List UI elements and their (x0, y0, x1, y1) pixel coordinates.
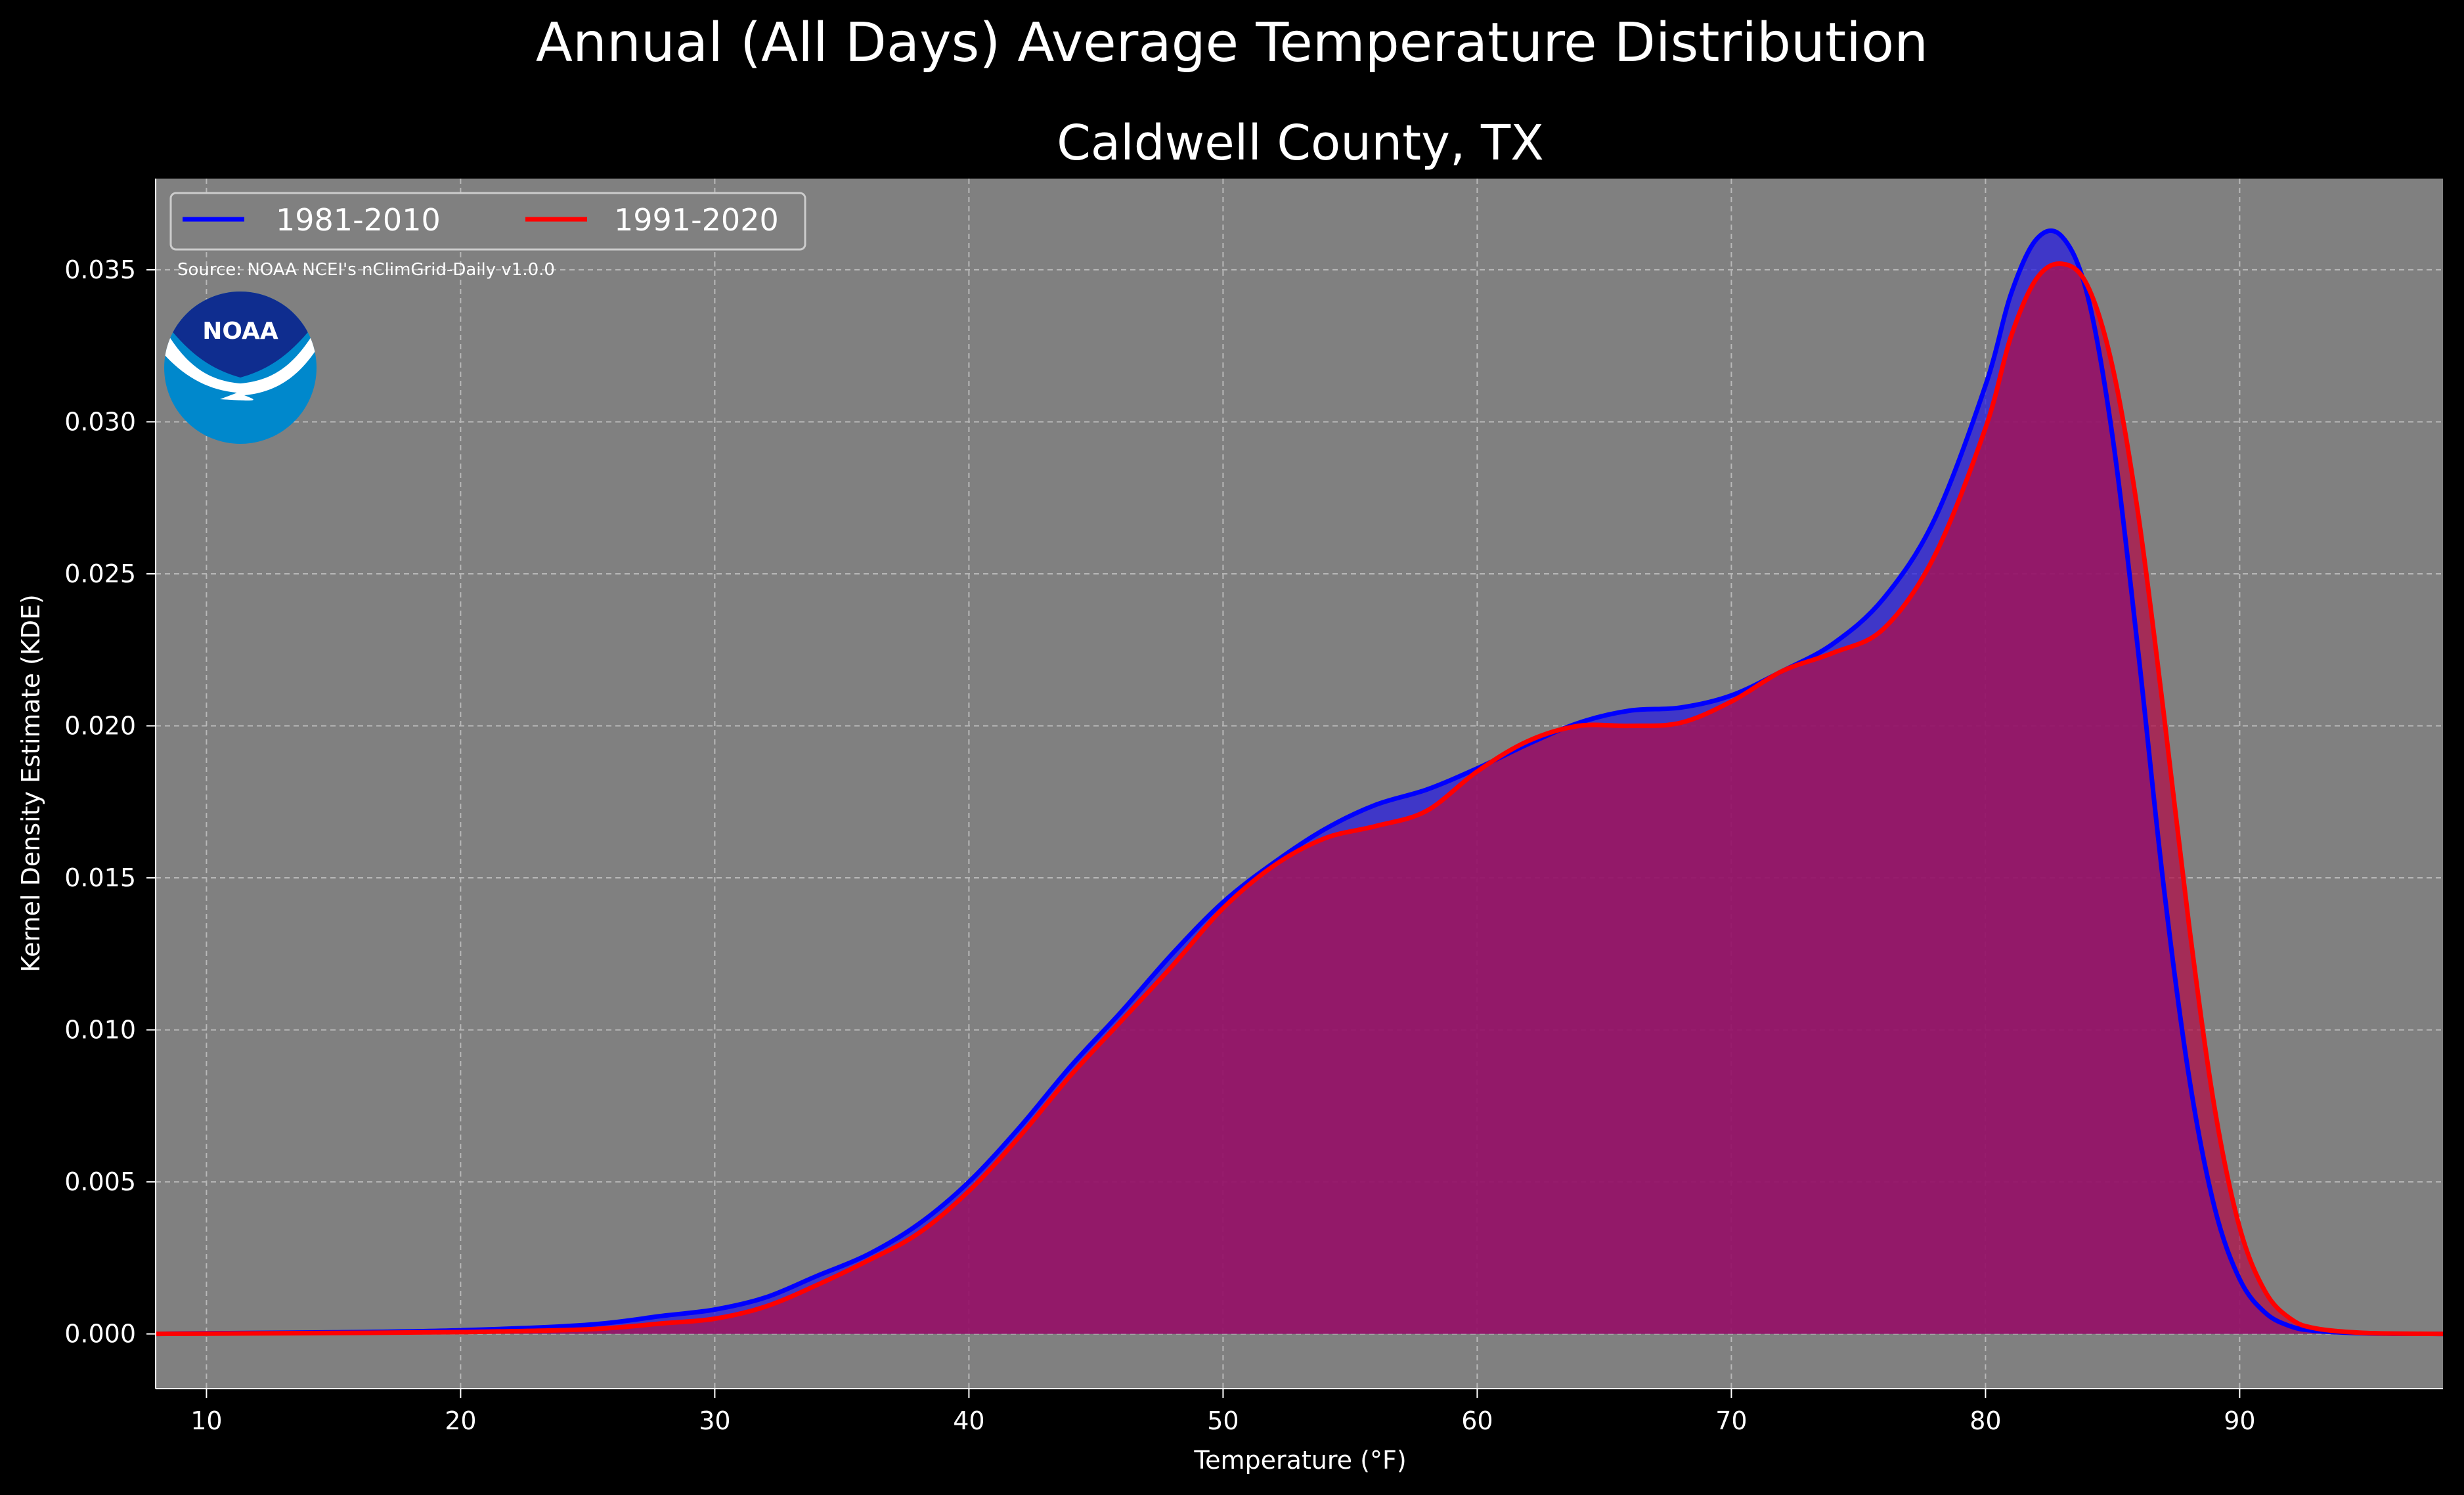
legend-box (169, 192, 806, 251)
figure-title: Annual (All Days) Average Temperature Di… (536, 12, 1928, 74)
y-axis-label: Kernel Density Estimate (KDE) (16, 594, 45, 972)
legend: 1981-2010 1991-2020 (169, 192, 806, 251)
chart-title: Caldwell County, TX (1057, 115, 1544, 171)
source-annotation: Source: NOAA NCEI's nClimGrid-Daily v1.0… (177, 260, 555, 280)
x-tick-label-40: 40 (953, 1406, 984, 1435)
area-fill-1991-2020 (156, 263, 2443, 1334)
x-tick-label-80: 80 (1969, 1406, 2001, 1435)
y-tick-label-0.015: 0.015 (64, 863, 136, 892)
x-tick-label-10: 10 (190, 1406, 222, 1435)
y-tick-label-0.010: 0.010 (64, 1016, 136, 1045)
series-line-1991-2020 (155, 261, 2444, 1337)
x-tick-label-30: 30 (699, 1406, 730, 1435)
logo-text: NOAA (202, 318, 278, 345)
y-tick-label-0.000: 0.000 (64, 1320, 136, 1349)
x-tick-label-70: 70 (1715, 1406, 1747, 1435)
x-tick-label-50: 50 (1207, 1406, 1239, 1435)
seagull-icon (164, 328, 317, 401)
x-axis-label: Temperature (°F) (1193, 1446, 1406, 1475)
x-tick-label-60: 60 (1461, 1406, 1493, 1435)
legend-label-1981-2010: 1981-2010 (276, 202, 441, 238)
noaa-logo: NOAA (164, 292, 317, 444)
y-tick-label-0.025: 0.025 (64, 559, 136, 588)
y-tick-label-0.035: 0.035 (64, 255, 136, 284)
y-tick-label-0.020: 0.020 (64, 712, 136, 741)
axes: 10 20 30 40 50 60 70 80 90 0.000 0.005 0.010 0.015 0.… (64, 179, 2443, 1435)
x-tick-label-90: 90 (2224, 1406, 2255, 1435)
x-tick-label-20: 20 (445, 1406, 476, 1435)
logo-top-half (164, 292, 317, 378)
legend-label-1991-2020: 1991-2020 (614, 202, 779, 238)
series-layer (155, 228, 2444, 1337)
y-tick-label-0.005: 0.005 (64, 1167, 136, 1196)
y-tick-label-0.030: 0.030 (64, 407, 136, 436)
series-line-1981-2010 (155, 228, 2444, 1337)
